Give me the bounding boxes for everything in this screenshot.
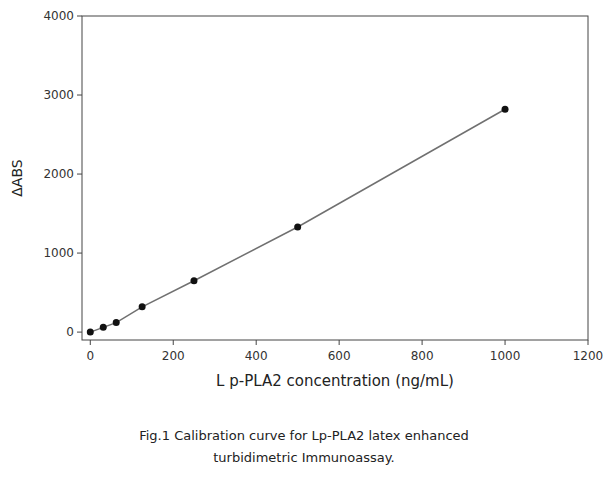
x-tick-label: 200 bbox=[162, 349, 185, 363]
point bbox=[190, 277, 197, 284]
x-tick bbox=[588, 340, 589, 345]
series bbox=[87, 106, 509, 336]
axes: 0 200 400 600 800 1000 1200 0 1000 2000 3000 4000 bbox=[43, 9, 603, 363]
x-tick bbox=[422, 340, 423, 345]
x-tick-label: 800 bbox=[411, 349, 434, 363]
x-tick bbox=[173, 340, 174, 345]
chart-container: 0 200 400 600 800 1000 1200 0 1000 2000 3000 4000 L … bbox=[0, 0, 608, 490]
x-tick-label: 600 bbox=[328, 349, 351, 363]
y-tick-label: 2000 bbox=[43, 167, 74, 181]
x-tick bbox=[505, 340, 506, 345]
plot-frame bbox=[82, 16, 588, 340]
caption: turbidimetric Immunoassay. bbox=[213, 450, 394, 465]
x-tick-label: 1000 bbox=[490, 349, 521, 363]
x-tick-label: 1200 bbox=[573, 349, 604, 363]
x-tick bbox=[256, 340, 257, 345]
caption: Fig.1 Calibration curve for Lp-PLA2 late… bbox=[139, 428, 469, 443]
x-tick bbox=[339, 340, 340, 345]
point bbox=[87, 329, 94, 336]
x-axis-label: L p-PLA2 concentration (ng/mL) bbox=[216, 372, 454, 390]
line bbox=[90, 109, 505, 332]
y-tick bbox=[77, 95, 82, 96]
y-tick bbox=[77, 16, 82, 17]
y-tick-label: 4000 bbox=[43, 9, 74, 23]
y-tick-label: 3000 bbox=[43, 88, 74, 102]
x-tick-label: 0 bbox=[86, 349, 94, 363]
chart: 0 200 400 600 800 1000 1200 0 1000 2000 3000 4000 L … bbox=[0, 0, 608, 490]
y-tick-label: 1000 bbox=[43, 246, 74, 260]
point bbox=[100, 324, 107, 331]
point bbox=[139, 303, 146, 310]
y-tick-label: 0 bbox=[66, 325, 74, 339]
y-tick bbox=[77, 332, 82, 333]
y-tick bbox=[77, 174, 82, 175]
y-axis-label: ΔABS bbox=[9, 159, 25, 197]
point bbox=[294, 223, 301, 230]
x-tick-label: 400 bbox=[245, 349, 268, 363]
point bbox=[113, 319, 120, 326]
x-tick bbox=[90, 340, 91, 345]
point bbox=[502, 106, 509, 113]
y-tick bbox=[77, 253, 82, 254]
